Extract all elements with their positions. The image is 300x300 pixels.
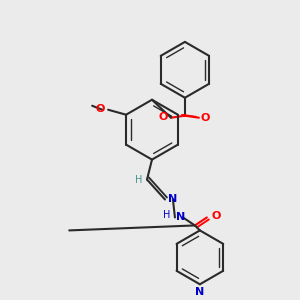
Text: N: N <box>168 194 177 205</box>
Text: H: H <box>163 211 171 220</box>
Text: O: O <box>158 112 168 122</box>
Text: N: N <box>195 287 205 297</box>
Text: H: H <box>135 175 143 184</box>
Text: N: N <box>176 212 185 222</box>
Text: O: O <box>212 212 221 221</box>
Text: O: O <box>201 113 210 123</box>
Text: O: O <box>96 104 105 114</box>
